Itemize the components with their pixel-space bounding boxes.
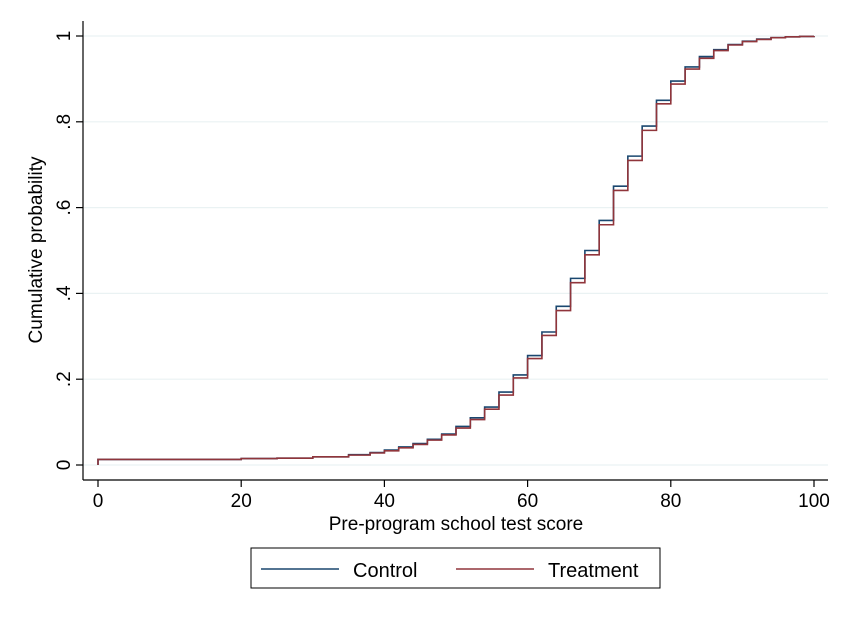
x-axis-title: Pre-program school test score [329,514,584,535]
y-gridlines [83,35,828,466]
series-line-treatment [97,35,815,465]
y-tick-label-1: .2 [54,371,75,387]
axes [82,21,828,481]
x-axis-ticks: 0 20 40 60 80 100 [93,480,830,512]
y-tick-label-0: 0 [54,460,75,471]
y-axis-ticks: 0 .2 .4 .6 .8 1 [54,31,83,471]
x-tick-label-4: 80 [660,491,681,512]
y-axis-title: Cumulative probability [26,156,47,343]
legend-label-treatment: Treatment [548,560,639,582]
y-tick-label-5: 1 [54,31,75,42]
x-tick-label-3: 60 [517,491,538,512]
legend-box [250,547,661,589]
y-tick-label-2: .4 [54,285,75,301]
series-lines [97,35,815,465]
y-tick-label-4: .8 [54,114,75,130]
y-tick-label-3: .6 [54,200,75,216]
x-tick-label-5: 100 [798,491,830,512]
legend: Control Treatment [250,547,661,589]
x-tick-label-1: 20 [231,491,252,512]
x-tick-label-2: 40 [374,491,395,512]
legend-label-control: Control [353,560,417,582]
x-tick-label-0: 0 [93,491,104,512]
